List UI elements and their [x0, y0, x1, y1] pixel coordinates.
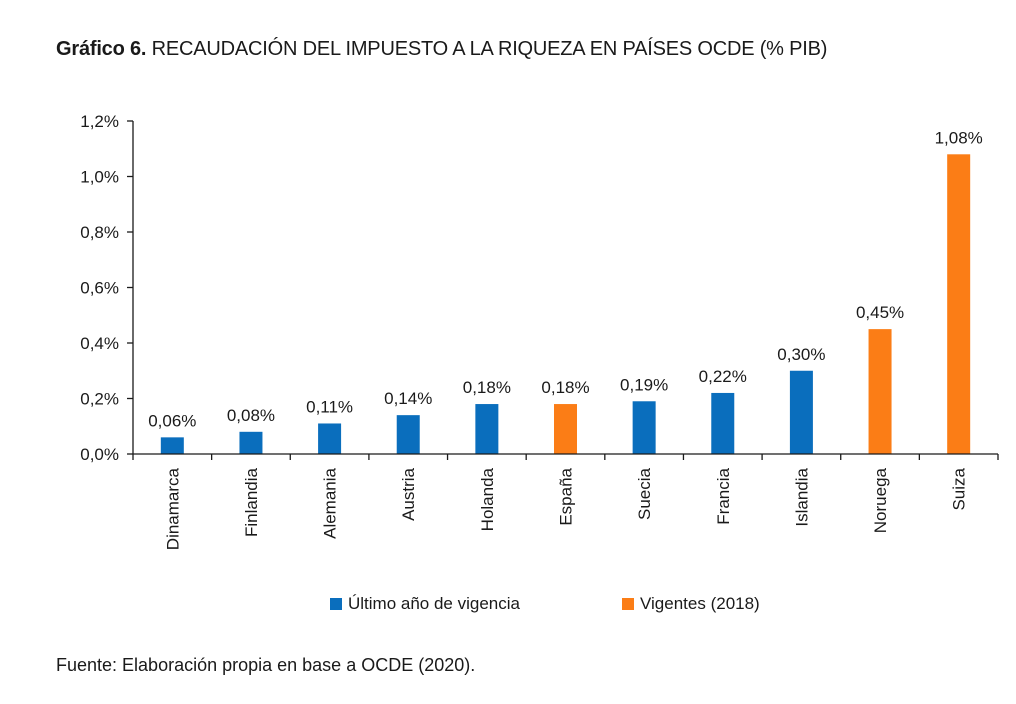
value-label: 0,30%: [777, 345, 825, 364]
category-label: Finlandia: [242, 467, 261, 537]
category-label: Noruega: [871, 467, 890, 533]
value-label: 0,45%: [856, 303, 904, 322]
source-note: Fuente: Elaboración propia en base a OCD…: [56, 655, 476, 675]
y-tick-label: 0,4%: [80, 334, 119, 353]
value-label: 0,18%: [463, 378, 511, 397]
chart-title-lead: Gráfico 6.: [56, 38, 147, 60]
y-tick-label: 0,2%: [80, 390, 119, 409]
chart-title: Gráfico 6. RECAUDACIÓN DEL IMPUESTO A LA…: [56, 38, 827, 61]
y-axis-ticks: 0,0% 0,2% 0,4% 0,6% 0,8% 1,0% 1,2%: [80, 112, 133, 464]
bar-holanda: [475, 404, 499, 454]
value-labels: 0,06% 0,08% 0,11% 0,14% 0,18% 0,18% 0,19% 0,22%…: [148, 128, 983, 430]
legend-item-vigentes: Vigentes (2018): [622, 594, 760, 614]
bars: [160, 154, 971, 455]
y-tick-label: 0,6%: [80, 279, 119, 298]
bar-suiza: [947, 154, 971, 455]
bar-islandia: [789, 370, 813, 454]
axes: [132, 121, 998, 455]
legend-swatch-blue: [330, 598, 342, 610]
bar-suecia: [632, 401, 656, 454]
category-label: Alemania: [321, 467, 340, 538]
value-label: 0,14%: [384, 389, 432, 408]
category-label: Islandia: [792, 467, 811, 526]
chart-title-text: RECAUDACIÓN DEL IMPUESTO A LA RIQUEZA EN…: [151, 38, 828, 60]
x-axis-ticks: Dinamarca Finlandia Alemania Austria Holanda…: [132, 454, 999, 550]
value-label: 0,19%: [620, 375, 668, 394]
category-label: Holanda: [478, 467, 497, 531]
value-label: 0,06%: [148, 411, 196, 430]
bar-dinamarca: [160, 437, 184, 454]
category-label: Austria: [399, 467, 418, 520]
y-tick-label: 0,8%: [80, 223, 119, 242]
bar-noruega: [868, 329, 892, 454]
value-label: 0,11%: [306, 397, 353, 416]
bar-españa: [554, 404, 577, 454]
bar-alemania: [318, 423, 342, 454]
legend: Último año de vigencia Vigentes (2018): [0, 594, 1016, 618]
category-label: Dinamarca: [163, 467, 182, 550]
category-label: España: [557, 467, 576, 525]
category-label: Francia: [714, 467, 733, 524]
category-label: Suecia: [635, 467, 654, 520]
y-tick-label: 1,2%: [80, 112, 119, 131]
bar-francia: [711, 392, 735, 454]
bar-finlandia: [239, 431, 263, 454]
bar-austria: [396, 415, 420, 454]
legend-item-ultimo: Último año de vigencia: [330, 594, 520, 614]
y-tick-label: 0,0%: [80, 445, 119, 464]
y-tick-label: 1,0%: [80, 168, 119, 187]
legend-label: Vigentes (2018): [640, 594, 760, 613]
category-label: Suiza: [950, 467, 969, 510]
value-label: 0,22%: [699, 367, 747, 386]
legend-swatch-orange: [622, 598, 634, 610]
value-label: 0,18%: [541, 378, 589, 397]
legend-label: Último año de vigencia: [348, 594, 520, 613]
value-label: 1,08%: [935, 128, 983, 147]
value-label: 0,08%: [227, 406, 275, 425]
